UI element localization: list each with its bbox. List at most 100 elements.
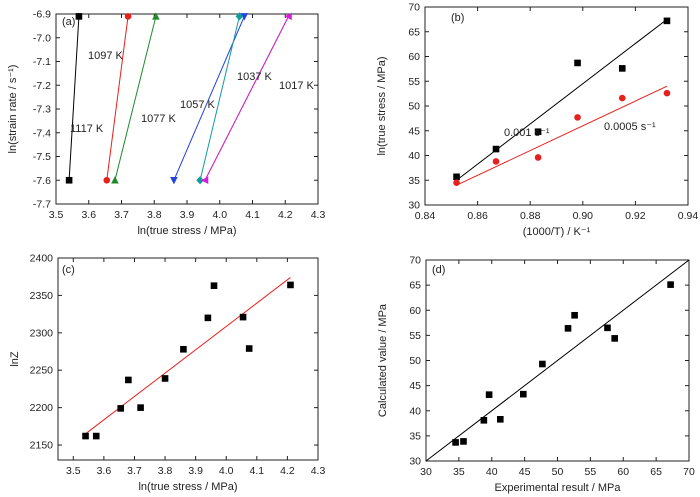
- data-point: [564, 325, 572, 332]
- plot-frame: [57, 257, 319, 461]
- y-tick-label: 70: [408, 2, 420, 14]
- y-tick-label: -7.2: [33, 80, 51, 92]
- panel-4: 30 35 40 45 50 55 60 65 70 30 35 40 45 50 55 60 65 70 Expe…: [377, 255, 695, 495]
- x-tick-label: 4.3: [311, 209, 326, 221]
- x-axis-title: (1000/T) / K⁻¹: [523, 226, 591, 238]
- data-point: [137, 404, 144, 411]
- x-tick-label: 0.86: [467, 210, 488, 222]
- y-tick-label: 60: [409, 305, 421, 317]
- x-axis-title: ln(true stress / MPa): [138, 481, 237, 493]
- y-tick-label: 35: [408, 175, 420, 187]
- panel-3: 3.5 3.6 3.7 3.8 3.9 4.0 4.1 4.2 4.3 2150 2200 2250 2…: [9, 253, 325, 494]
- data-point: [663, 89, 671, 97]
- y-tick-label: 2350: [30, 290, 54, 302]
- annotation-label: 0.0005 s⁻¹: [604, 121, 656, 133]
- x-tick-label: 4.2: [278, 209, 293, 221]
- data-point: [539, 360, 546, 368]
- data-point: [200, 176, 209, 185]
- data-point: [604, 324, 611, 332]
- annotation-label: 1077 K: [141, 113, 177, 125]
- data-point: [460, 438, 467, 445]
- x-tick-label: 3.9: [180, 209, 195, 221]
- y-tick-label: 2250: [30, 365, 54, 377]
- x-tick-label: 40: [486, 466, 498, 478]
- annotation-label: 1057 K: [180, 99, 216, 111]
- series-line: [106, 16, 129, 181]
- y-tick-label: 65: [409, 280, 421, 292]
- plot-frame: [424, 6, 689, 206]
- y-axis-title: ln(true stress / MPa): [376, 56, 388, 155]
- y-axis-title: lnZ: [9, 351, 21, 367]
- data-point: [210, 282, 218, 289]
- y-tick-label: 55: [408, 76, 420, 88]
- data-point: [103, 176, 111, 184]
- y-tick-label: 2200: [30, 402, 54, 414]
- data-point: [452, 439, 459, 446]
- x-tick-label: 55: [585, 466, 597, 478]
- data-point: [180, 345, 187, 353]
- x-tick-label: 4.0: [212, 209, 227, 221]
- data-point: [618, 65, 626, 72]
- data-point: [574, 114, 581, 121]
- y-axis-title: Calculated value / MPa: [377, 303, 389, 417]
- x-tick-label: 3.8: [158, 465, 173, 477]
- data-point: [111, 176, 119, 184]
- y-tick-label: 50: [408, 101, 420, 113]
- x-tick-label: 0.88: [520, 210, 541, 222]
- x-tick-label: 3.5: [66, 465, 81, 477]
- x-tick-label: 0.92: [625, 210, 646, 222]
- data-point: [82, 432, 89, 440]
- data-point: [204, 314, 212, 322]
- data-point: [124, 13, 132, 20]
- data-point: [453, 173, 460, 181]
- y-tick-label: 70: [409, 255, 421, 267]
- data-point: [571, 311, 578, 319]
- y-tick-label: 45: [409, 380, 421, 392]
- panel-label: (b): [451, 12, 464, 24]
- x-tick-label: 4.0: [219, 465, 234, 477]
- fit-line: [425, 259, 690, 462]
- x-tick-label: 4.3: [311, 465, 326, 477]
- y-tick-label: 40: [409, 405, 421, 417]
- x-tick-label: 60: [617, 466, 629, 478]
- y-tick-label: 45: [408, 125, 420, 137]
- data-point: [240, 13, 249, 21]
- x-tick-label: 50: [552, 466, 564, 478]
- data-point: [611, 335, 619, 342]
- y-axis-title: ln(strain rate / s⁻¹): [7, 65, 19, 154]
- y-tick-label: 2400: [30, 253, 54, 265]
- x-tick-label: 0.94: [678, 210, 699, 222]
- y-tick-label: 40: [408, 150, 420, 162]
- data-point: [618, 94, 626, 102]
- data-point: [453, 179, 460, 187]
- panel-2: 0.84 0.86 0.88 0.90 0.92 0.94 30 35 40 45 50 55 60 65…: [376, 2, 698, 239]
- fit-line: [85, 277, 291, 435]
- data-point: [152, 12, 160, 20]
- fit-line: [456, 18, 668, 181]
- data-point: [480, 416, 488, 424]
- fit-line: [456, 85, 668, 186]
- data-point: [534, 154, 542, 161]
- y-tick-label: 2150: [30, 440, 54, 452]
- y-tick-label: -7.7: [33, 199, 51, 211]
- x-tick-label: 0.84: [415, 210, 436, 222]
- y-tick-label: 35: [409, 430, 421, 442]
- data-point: [235, 12, 244, 21]
- panel-label: (d): [432, 264, 445, 276]
- data-point: [239, 313, 247, 321]
- y-tick-label: -7.5: [33, 151, 51, 163]
- data-point: [492, 158, 500, 165]
- data-point: [75, 13, 83, 20]
- y-tick-label: 50: [409, 355, 421, 367]
- x-tick-label: 0.90: [573, 210, 594, 222]
- x-tick-label: 3.6: [81, 209, 96, 221]
- data-point: [287, 281, 294, 289]
- x-tick-label: 30: [420, 466, 432, 478]
- series-line: [204, 16, 289, 181]
- data-point: [117, 405, 125, 412]
- annotation-label: 1037 K: [237, 71, 273, 83]
- y-tick-label: -7.6: [33, 175, 51, 187]
- x-tick-label: 3.7: [127, 465, 142, 477]
- annotation-label: 1097 K: [88, 50, 124, 62]
- y-tick-label: 60: [408, 51, 420, 63]
